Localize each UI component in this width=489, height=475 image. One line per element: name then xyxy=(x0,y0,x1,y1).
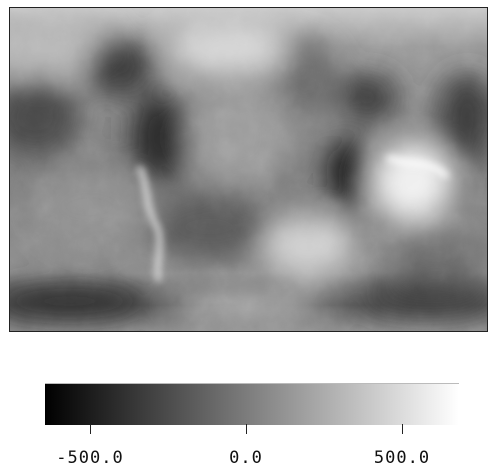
global-field-map xyxy=(10,8,487,331)
colorbar-tick xyxy=(90,424,91,434)
map-panel xyxy=(9,7,488,332)
colorbar-tick-label: -500.0 xyxy=(56,448,124,468)
colorbar-tick-label: 500.0 xyxy=(373,448,431,468)
colorbar xyxy=(45,383,459,425)
colorbar-tick xyxy=(246,424,247,434)
colorbar-tick-label: 0.0 xyxy=(229,448,263,468)
colorbar-tick xyxy=(402,424,403,434)
